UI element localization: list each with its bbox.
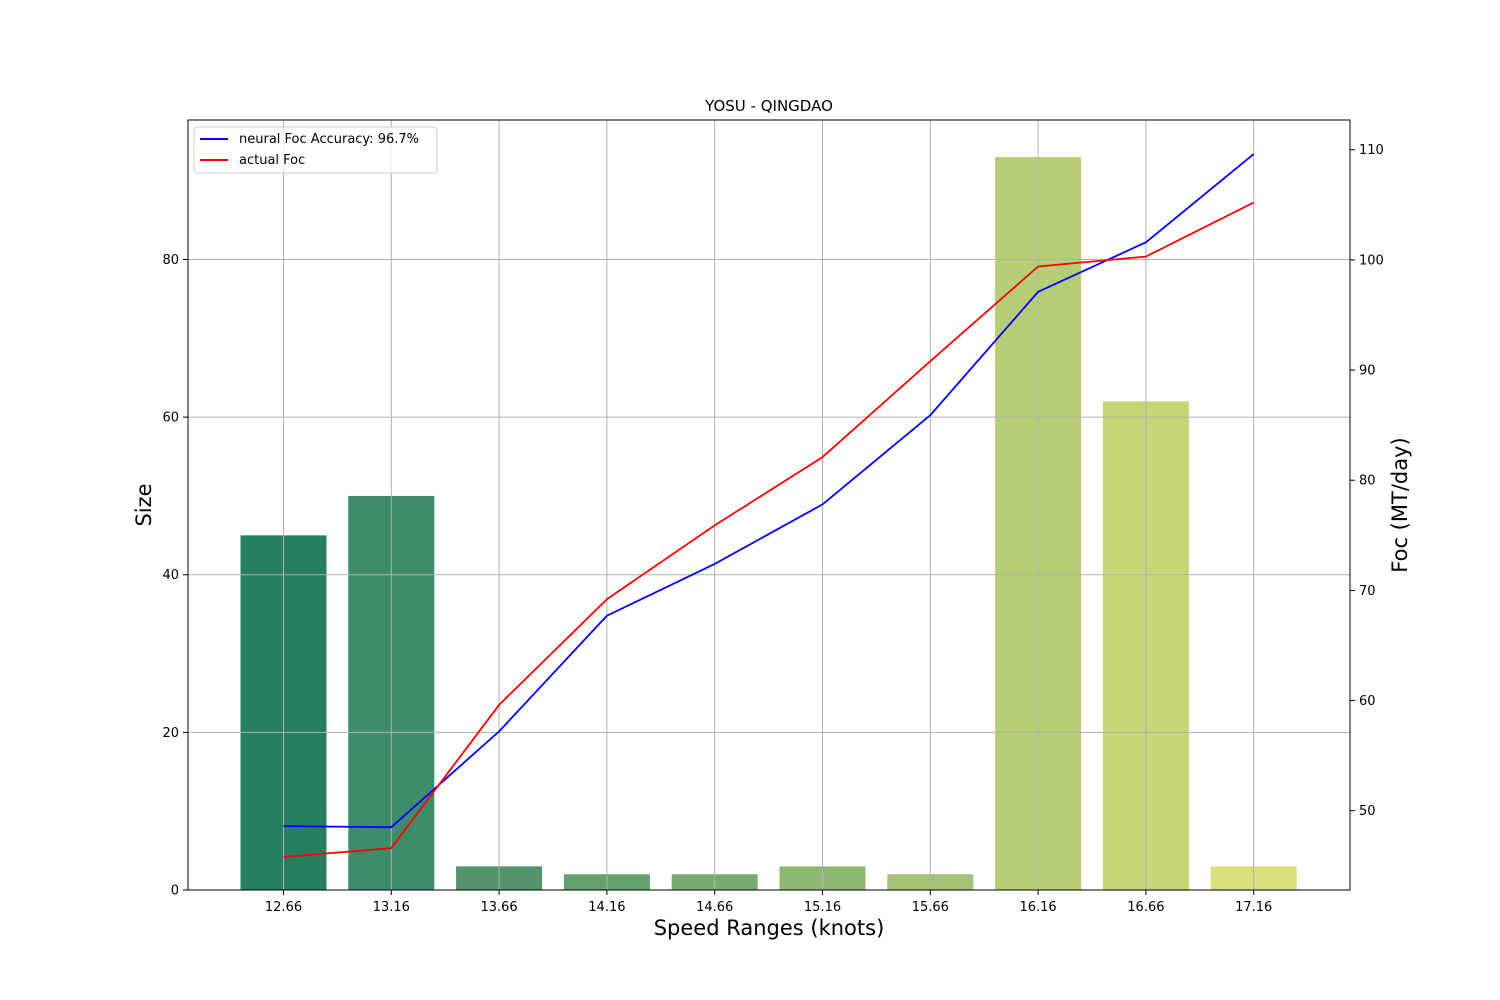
line-actual-foc bbox=[283, 201, 1255, 858]
x-tick-label-16.16: 16.16 bbox=[1019, 900, 1056, 915]
x-axis-label: Speed Ranges (knots) bbox=[654, 916, 885, 940]
line-neural-foc bbox=[283, 153, 1255, 829]
legend-label-actual: actual Foc bbox=[239, 153, 305, 168]
x-tick-label-15.16: 15.16 bbox=[804, 900, 841, 915]
y2-tick-label-70: 70 bbox=[1359, 584, 1376, 599]
y2-tick-label-50: 50 bbox=[1359, 804, 1376, 819]
lines-layer bbox=[283, 153, 1255, 858]
x-tick-label-13.66: 13.66 bbox=[480, 900, 517, 915]
x-tick-label-15.66: 15.66 bbox=[912, 900, 949, 915]
x-tick-label-16.66: 16.66 bbox=[1127, 900, 1164, 915]
y-tick-label-0: 0 bbox=[171, 884, 179, 899]
y2-axis-label: Foc (MT/day) bbox=[1388, 437, 1412, 572]
x-tick-label-14.66: 14.66 bbox=[696, 900, 733, 915]
y-axis-label: Size bbox=[132, 483, 156, 526]
y2-tick-label-90: 90 bbox=[1359, 364, 1376, 379]
legend-label-neural: neural Foc Accuracy: 96.7% bbox=[239, 132, 419, 147]
x-tick-label-17.16: 17.16 bbox=[1235, 900, 1272, 915]
y-tick-label-80: 80 bbox=[162, 253, 179, 268]
x-tick-label-12.66: 12.66 bbox=[265, 900, 302, 915]
y-tick-label-40: 40 bbox=[162, 568, 179, 583]
axes-layer: 12.66 13.16 13.66 14.16 14.66 15.16 15.66 16.16… bbox=[162, 143, 1383, 915]
y2-tick-label-110: 110 bbox=[1359, 143, 1384, 158]
y2-tick-label-60: 60 bbox=[1359, 694, 1376, 709]
x-tick-label-13.16: 13.16 bbox=[373, 900, 410, 915]
legend: neural Foc Accuracy: 96.7% actual Foc bbox=[193, 126, 438, 174]
y2-tick-label-100: 100 bbox=[1359, 253, 1384, 268]
chart-title: YOSU - QINGDAO bbox=[704, 97, 833, 115]
y2-tick-label-80: 80 bbox=[1359, 474, 1376, 489]
legend-box bbox=[193, 126, 438, 174]
plot-frame bbox=[187, 119, 1351, 891]
x-tick-label-14.16: 14.16 bbox=[588, 900, 625, 915]
y-tick-label-20: 20 bbox=[162, 726, 179, 741]
y-tick-label-60: 60 bbox=[162, 411, 179, 426]
